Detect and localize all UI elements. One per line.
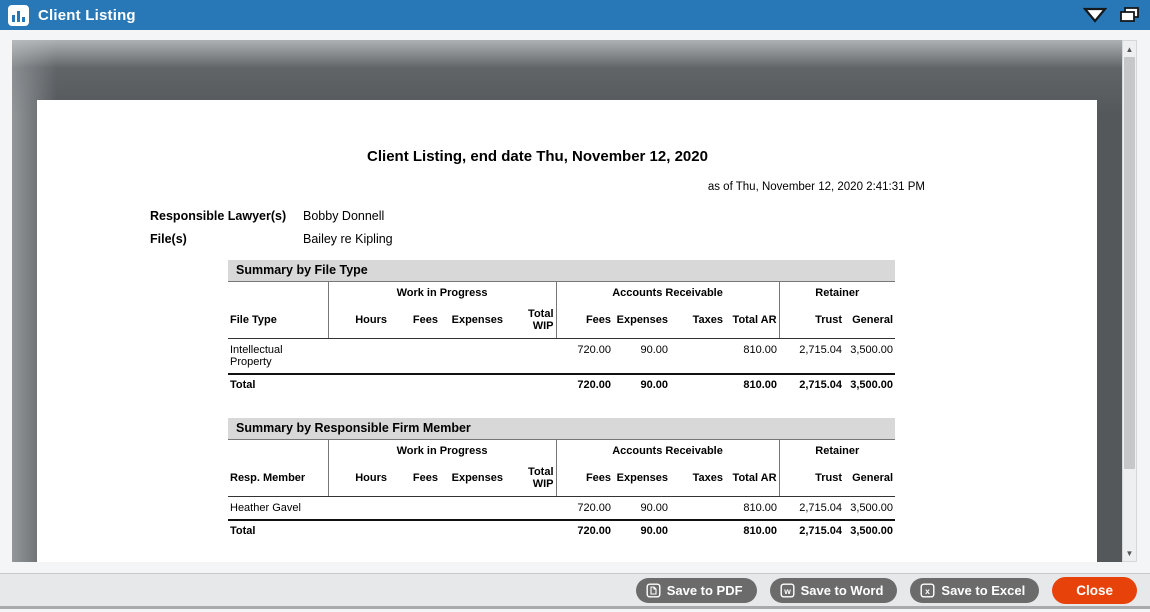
section-header: Summary by File Type — [228, 260, 895, 282]
column-header: Fees — [389, 301, 440, 339]
scroll-down-arrow-icon[interactable]: ▼ — [1125, 548, 1134, 558]
group-header: Retainer — [778, 440, 896, 459]
table-row: Intellectual Property 720.00 90.00 810.0… — [228, 338, 896, 375]
excel-file-icon: x — [920, 583, 935, 598]
svg-text:w: w — [783, 586, 791, 596]
column-header: Expenses — [440, 459, 505, 497]
title-bar: Client Listing — [0, 0, 1150, 30]
column-header: Fees — [555, 301, 614, 339]
report-app-icon — [8, 4, 29, 26]
vertical-scrollbar[interactable]: ▲ ▼ — [1122, 40, 1137, 562]
criteria-value: Bailey re Kipling — [303, 232, 393, 246]
column-header: General — [844, 459, 896, 497]
svg-text:x: x — [926, 586, 931, 596]
column-header: Hours — [327, 459, 389, 497]
window-title: Client Listing — [38, 6, 136, 24]
table-row: Heather Gavel 720.00 90.00 810.00 2,715.… — [228, 496, 896, 521]
column-header: Total WIP — [505, 301, 557, 339]
column-header: Total AR — [725, 301, 780, 339]
summary-by-file-type-table: Summary by File Type Work in Progress Ac… — [228, 260, 896, 397]
column-header: Fees — [389, 459, 440, 497]
column-header: Taxes — [670, 459, 726, 497]
scrollbar-thumb[interactable] — [1124, 57, 1135, 469]
word-file-icon: w — [780, 583, 795, 598]
group-header: Work in Progress — [327, 440, 557, 459]
column-header: Resp. Member — [228, 459, 328, 497]
footer-button-bar: Save to PDF w Save to Word x Save to Exc… — [0, 573, 1150, 609]
column-group-row: Work in Progress Accounts Receivable Ret… — [228, 282, 896, 301]
criteria-label: Responsible Lawyer(s) — [150, 209, 287, 223]
column-header: File Type — [228, 301, 328, 339]
save-to-pdf-button[interactable]: Save to PDF — [635, 577, 757, 603]
column-header: Expenses — [613, 459, 671, 497]
close-button[interactable]: Close — [1052, 576, 1137, 604]
column-header: Expenses — [613, 301, 671, 339]
total-row: Total 720.00 90.00 810.00 2,715.04 — [230, 379, 894, 391]
column-label-row: Resp. Member Hours Fees Expenses Total W… — [228, 459, 896, 497]
criteria-label: File(s) — [150, 232, 187, 246]
column-header: Trust — [778, 459, 845, 497]
criteria-row: Responsible Lawyer(s) Bobby Donnell — [150, 209, 925, 223]
column-header: Taxes — [670, 301, 726, 339]
summary-by-firm-member-table: Summary by Responsible Firm Member Work … — [228, 418, 896, 543]
dropdown-triangle-icon[interactable] — [1083, 7, 1107, 23]
column-label-row: File Type Hours Fees Expenses Total WIP … — [228, 301, 896, 339]
group-header: Retainer — [778, 282, 896, 301]
criteria-row: File(s) Bailey re Kipling — [150, 232, 925, 246]
column-header: Expenses — [440, 301, 505, 339]
column-header: General — [844, 301, 896, 339]
scroll-up-arrow-icon[interactable]: ▲ — [1125, 44, 1134, 54]
report-canvas: Client Listing, end date Thu, November 1… — [12, 40, 1122, 562]
section-header: Summary by Responsible Firm Member — [228, 418, 895, 440]
criteria-value: Bobby Donnell — [303, 209, 385, 223]
save-to-word-button[interactable]: w Save to Word — [769, 577, 898, 603]
total-row: Total 720.00 90.00 810.00 2,715.04 — [230, 525, 894, 537]
group-header: Accounts Receivable — [555, 440, 780, 459]
pdf-file-icon — [646, 583, 661, 598]
column-header: Trust — [778, 301, 845, 339]
report-criteria: Responsible Lawyer(s) Bobby Donnell File… — [150, 209, 925, 246]
restore-window-icon[interactable] — [1119, 6, 1140, 24]
report-timestamp: as of Thu, November 12, 2020 2:41:31 PM — [707, 181, 925, 193]
save-to-excel-button[interactable]: x Save to Excel — [910, 577, 1040, 603]
column-header: Fees — [555, 459, 614, 497]
column-group-row: Work in Progress Accounts Receivable Ret… — [228, 440, 896, 459]
column-header: Total WIP — [505, 459, 557, 497]
report-title: Client Listing, end date Thu, November 1… — [367, 148, 708, 165]
report-viewer: Client Listing, end date Thu, November 1… — [0, 30, 1150, 562]
column-header: Total AR — [725, 459, 780, 497]
report-page: Client Listing, end date Thu, November 1… — [37, 100, 1097, 562]
group-header: Work in Progress — [327, 282, 557, 301]
column-header: Hours — [327, 301, 389, 339]
group-header: Accounts Receivable — [555, 282, 780, 301]
